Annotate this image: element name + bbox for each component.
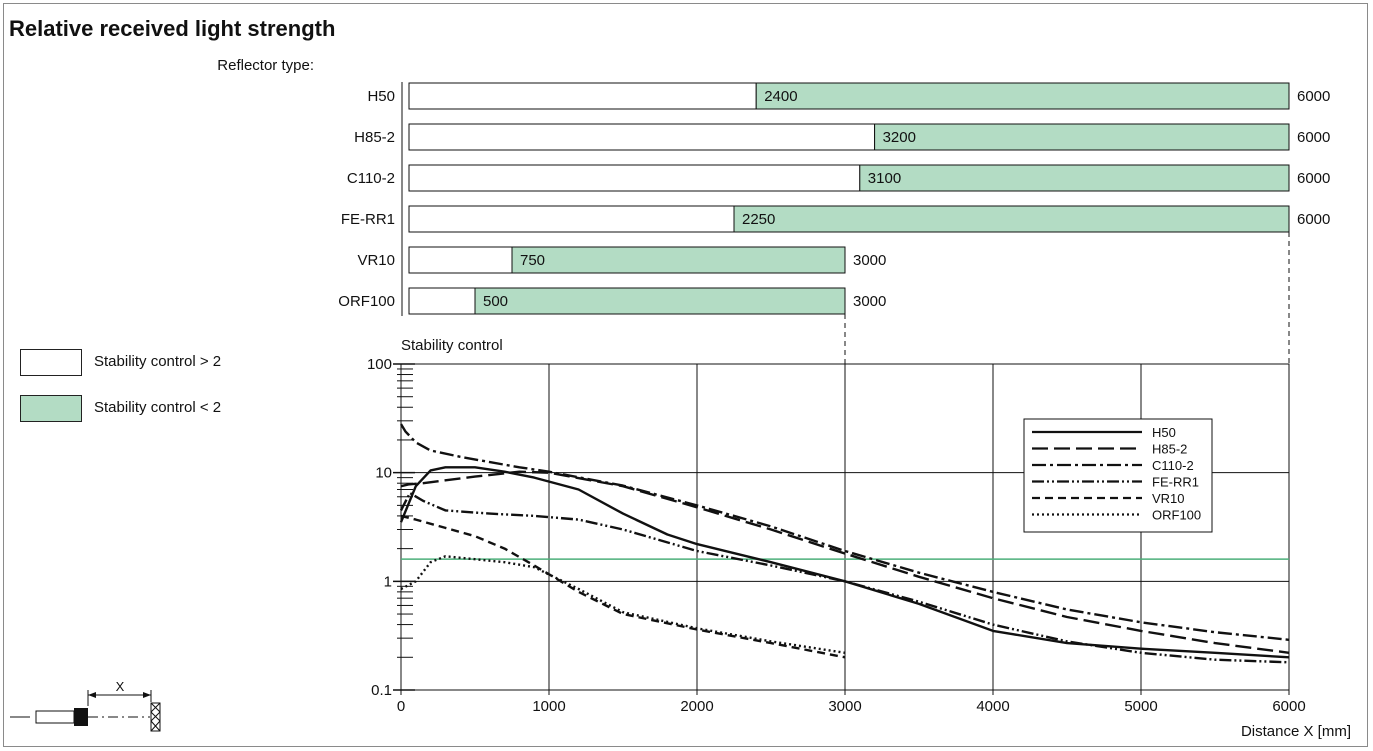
bar-end-label: 6000 bbox=[1297, 211, 1330, 228]
y-tick-label: 0.1 bbox=[371, 682, 392, 699]
legend-entry-label: VR10 bbox=[1152, 491, 1185, 506]
legend-entry-label: ORF100 bbox=[1152, 508, 1201, 523]
line-plot: 0 1000 2000 3000 4000 5000 6000 100 10 1 0.1 Stabil… bbox=[367, 337, 1351, 740]
bar-segment-below bbox=[511, 246, 846, 274]
x-tick-label: 3000 bbox=[828, 698, 861, 715]
bar-end-label: 6000 bbox=[1297, 129, 1330, 146]
bar-split-label: 2400 bbox=[764, 88, 797, 105]
legend-swatch-below bbox=[20, 395, 82, 422]
bar-segment-above bbox=[408, 246, 513, 274]
legend-entry-label: FE-RR1 bbox=[1152, 475, 1199, 490]
bar-category-label: H85-2 bbox=[354, 129, 395, 146]
bar-category-label: ORF100 bbox=[338, 293, 395, 310]
legend-label-below: Stability control < 2 bbox=[94, 399, 222, 416]
sensor-body bbox=[35, 710, 75, 724]
plot-title: Stability control bbox=[401, 337, 503, 354]
series-line-c110-2 bbox=[399, 423, 1290, 641]
bar-segment-below bbox=[474, 287, 846, 315]
reflector-type-label: Reflector type: bbox=[217, 57, 314, 74]
legend-entry-label: C110-2 bbox=[1152, 458, 1194, 473]
y-tick-label: 1 bbox=[384, 573, 392, 590]
bar-segment-above bbox=[408, 205, 735, 233]
bar-segment-above bbox=[408, 82, 757, 110]
x-tick-label: 5000 bbox=[1124, 698, 1157, 715]
series-legend bbox=[1023, 418, 1213, 533]
x-tick-label: 4000 bbox=[976, 698, 1009, 715]
bar-split-label: 2250 bbox=[742, 211, 775, 228]
bar-end-label: 3000 bbox=[853, 293, 886, 310]
y-tick-label: 10 bbox=[375, 465, 392, 482]
legend-label-above: Stability control > 2 bbox=[94, 353, 222, 370]
bar-split-label: 500 bbox=[483, 293, 508, 310]
series-line-vr10 bbox=[400, 514, 846, 659]
legend-entry-label: H50 bbox=[1152, 425, 1176, 440]
bar-segment-below bbox=[859, 164, 1290, 192]
bar-segment-below bbox=[755, 82, 1290, 110]
bar-split-label: 750 bbox=[520, 252, 545, 269]
bar-split-label: 3200 bbox=[883, 129, 916, 146]
bar-end-label: 6000 bbox=[1297, 170, 1330, 187]
bar-end-label: 6000 bbox=[1297, 88, 1330, 105]
legend-entry-label: H85-2 bbox=[1152, 442, 1187, 457]
bar-segment-above bbox=[408, 123, 876, 151]
sensor-lens bbox=[74, 708, 88, 726]
bar-split-label: 3100 bbox=[868, 170, 901, 187]
y-tick-label: 100 bbox=[367, 356, 392, 373]
x-tick-label: 1000 bbox=[532, 698, 565, 715]
bar-segment-above bbox=[408, 164, 861, 192]
x-tick-label: 6000 bbox=[1272, 698, 1305, 715]
bar-end-label: 3000 bbox=[853, 252, 886, 269]
chart-frame bbox=[3, 3, 1368, 747]
x-axis-label: Distance X [mm] bbox=[1241, 723, 1351, 740]
bar-segment-below bbox=[874, 123, 1290, 151]
bar-category-label: VR10 bbox=[357, 252, 395, 269]
series-line-h50 bbox=[399, 466, 1290, 659]
distance-x-label: X bbox=[116, 679, 125, 694]
page-title: Relative received light strength bbox=[9, 16, 336, 41]
bar-segment-above bbox=[408, 287, 476, 315]
series-line-h85-2 bbox=[400, 470, 1290, 654]
bar-segment-below bbox=[733, 205, 1290, 233]
legend-swatch-above bbox=[20, 349, 82, 376]
x-tick-label: 2000 bbox=[680, 698, 713, 715]
x-tick-label: 0 bbox=[397, 698, 405, 715]
bar-category-label: H50 bbox=[367, 88, 395, 105]
range-bars: H50 2400 6000 H85-2 3200 6000 C110-2 3100 6000 FE… bbox=[338, 82, 1330, 364]
bar-category-label: FE-RR1 bbox=[341, 211, 395, 228]
series-line-fe-rr1 bbox=[399, 491, 1290, 664]
bar-category-label: C110-2 bbox=[347, 170, 395, 187]
series-line-orf100 bbox=[400, 555, 846, 654]
